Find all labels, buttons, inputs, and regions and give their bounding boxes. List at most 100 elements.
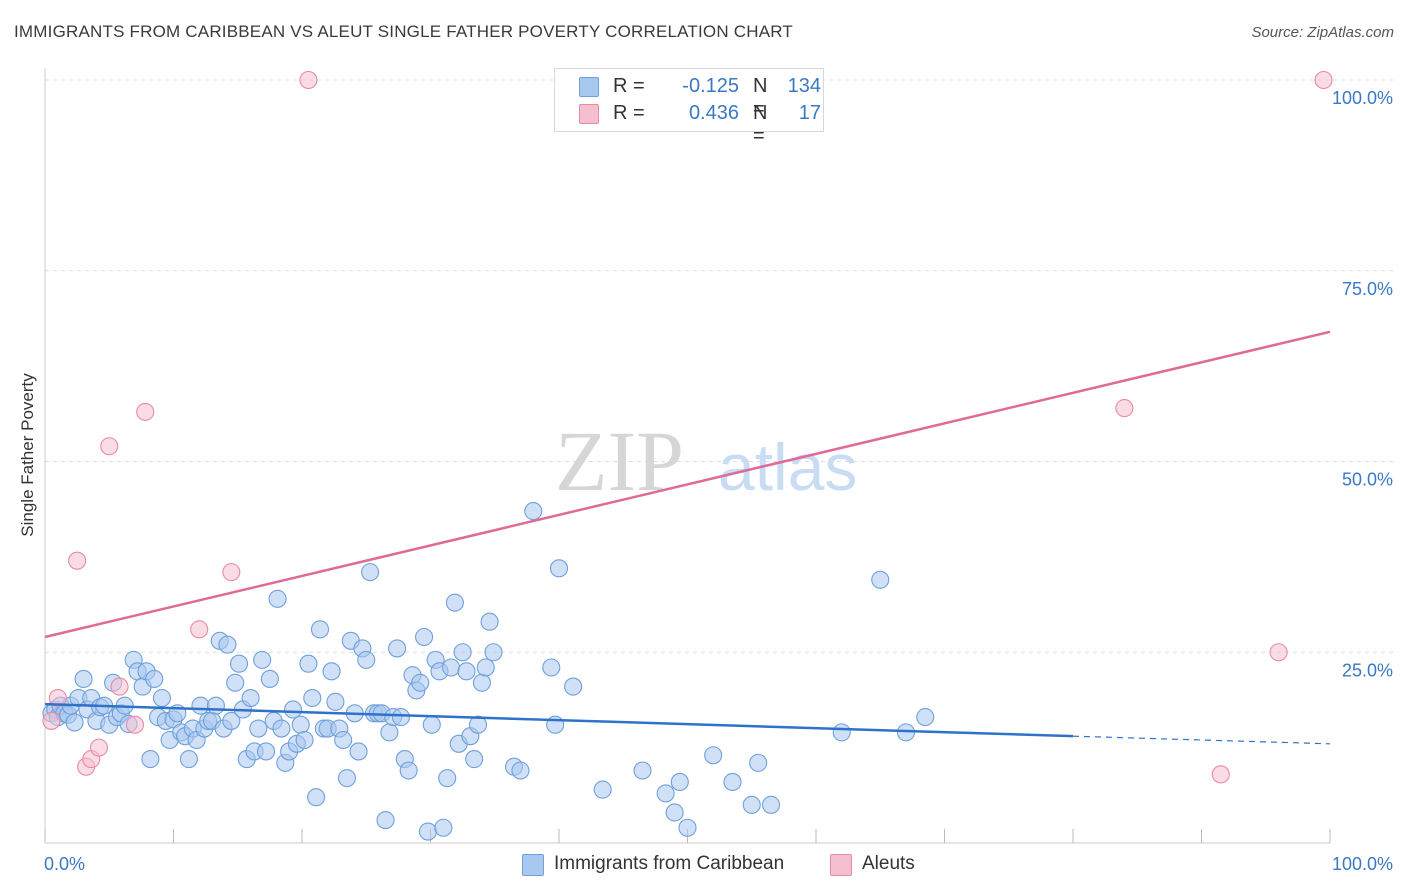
caribbean-point xyxy=(415,627,434,647)
caribbean-point xyxy=(229,654,249,673)
caribbean-point xyxy=(468,715,488,734)
caribbean-point xyxy=(145,669,164,689)
caribbean-point xyxy=(665,803,684,822)
caribbean-trend-line xyxy=(44,702,1074,738)
caribbean-point xyxy=(723,772,742,792)
caribbean-point xyxy=(399,761,418,780)
aleut-point xyxy=(190,620,209,639)
legend-r-label: R = xyxy=(613,102,645,124)
caribbean-point xyxy=(291,715,310,734)
caribbean-point xyxy=(74,669,93,689)
caribbean-point xyxy=(422,715,441,734)
legend-swatch-aleuts xyxy=(830,854,852,876)
source-label: Source: ZipAtlas.com xyxy=(1251,24,1394,41)
caribbean-point xyxy=(472,673,491,692)
aleut-point xyxy=(1269,643,1288,662)
legend-label-aleuts: Aleuts xyxy=(862,853,915,874)
aleut-point xyxy=(42,711,61,730)
aleut-point xyxy=(110,677,129,696)
aleut-point xyxy=(68,551,87,570)
trend-lines xyxy=(44,330,1331,745)
caribbean-point xyxy=(283,700,303,719)
caribbean-point xyxy=(357,650,376,669)
caribbean-point xyxy=(742,795,761,814)
legend-n-value: 17 xyxy=(798,102,821,124)
caribbean-point xyxy=(749,753,768,772)
aleut-point xyxy=(100,437,119,456)
caribbean-point xyxy=(249,719,268,738)
caribbean-point xyxy=(411,673,430,692)
aleut-point xyxy=(125,715,144,734)
aleut-point xyxy=(48,688,67,708)
y-tick-label: 50.0% xyxy=(1342,470,1393,490)
caribbean-point xyxy=(307,788,326,807)
legend-r-value: 0.436 xyxy=(688,102,739,124)
caribbean-point xyxy=(65,713,84,732)
caribbean-point xyxy=(564,677,583,696)
legend-n-value: 134 xyxy=(787,75,821,97)
legend-label-caribbean: Immigrants from Caribbean xyxy=(554,853,785,874)
caribbean-point xyxy=(442,658,461,677)
caribbean-point xyxy=(832,723,851,742)
legend-r-value: -0.125 xyxy=(682,75,739,97)
caribbean-point xyxy=(179,750,198,769)
caribbean-point xyxy=(438,769,457,788)
caribbean-point xyxy=(434,818,453,837)
aleut-point xyxy=(1211,765,1230,784)
caribbean-point xyxy=(480,612,499,631)
y-tick-label: 100.0% xyxy=(1332,88,1393,108)
caribbean-point xyxy=(391,708,410,727)
caribbean-point xyxy=(241,688,260,708)
caribbean-point xyxy=(253,650,272,669)
caribbean-point xyxy=(678,818,697,837)
caribbean-point xyxy=(542,658,561,677)
watermark-zip: ZIP xyxy=(555,413,684,509)
caribbean-point xyxy=(761,795,781,814)
caribbean-point xyxy=(141,750,160,769)
aleut-trend-line xyxy=(44,330,1331,639)
legend-r-label: R = xyxy=(613,75,645,97)
y-tick-label: 75.0% xyxy=(1342,279,1393,299)
x-tick-label: 0.0% xyxy=(44,854,85,874)
caribbean-point xyxy=(260,669,279,689)
aleut-point xyxy=(136,402,155,421)
caribbean-point xyxy=(376,811,395,830)
caribbean-point xyxy=(418,822,437,841)
caribbean-point xyxy=(465,750,484,769)
caribbean-point xyxy=(268,589,287,608)
caribbean-point xyxy=(272,719,291,738)
caribbean-point xyxy=(191,696,210,715)
grid-lines xyxy=(45,79,1395,653)
caribbean-point xyxy=(222,711,241,730)
caribbean-point xyxy=(295,730,314,750)
legend-swatch-caribbean xyxy=(579,77,599,97)
caribbean-point xyxy=(633,761,652,780)
caribbean-point xyxy=(524,502,543,521)
chart-title: IMMIGRANTS FROM CARIBBEAN VS ALEUT SINGL… xyxy=(14,22,793,41)
caribbean-point xyxy=(206,696,225,715)
aleut-point xyxy=(89,738,109,757)
aleut-point xyxy=(222,563,241,582)
caribbean-point xyxy=(670,772,689,792)
caribbean-trend-extension xyxy=(1072,735,1331,745)
caribbean-point xyxy=(349,742,368,761)
correlation-legend: R = -0.125 N = 134 R = 0.436 N = 17 xyxy=(554,68,824,147)
caribbean-point xyxy=(388,639,407,658)
caribbean-point xyxy=(334,730,353,750)
legend-swatch-aleut xyxy=(579,104,599,124)
caribbean-point xyxy=(445,593,464,612)
caribbean-point xyxy=(453,643,472,662)
caribbean-point xyxy=(593,780,612,799)
caribbean-point xyxy=(337,769,357,788)
caribbean-point xyxy=(380,723,399,742)
caribbean-points xyxy=(42,502,935,841)
caribbean-point xyxy=(511,761,530,780)
caribbean-point xyxy=(256,742,276,761)
watermark-atlas: atlas xyxy=(718,430,857,504)
caribbean-point xyxy=(218,635,237,654)
aleut-point xyxy=(299,70,318,90)
x-tick-label: 100.0% xyxy=(1332,854,1393,874)
caribbean-point xyxy=(916,708,935,727)
caribbean-point xyxy=(152,688,171,708)
aleut-point xyxy=(1115,399,1134,418)
